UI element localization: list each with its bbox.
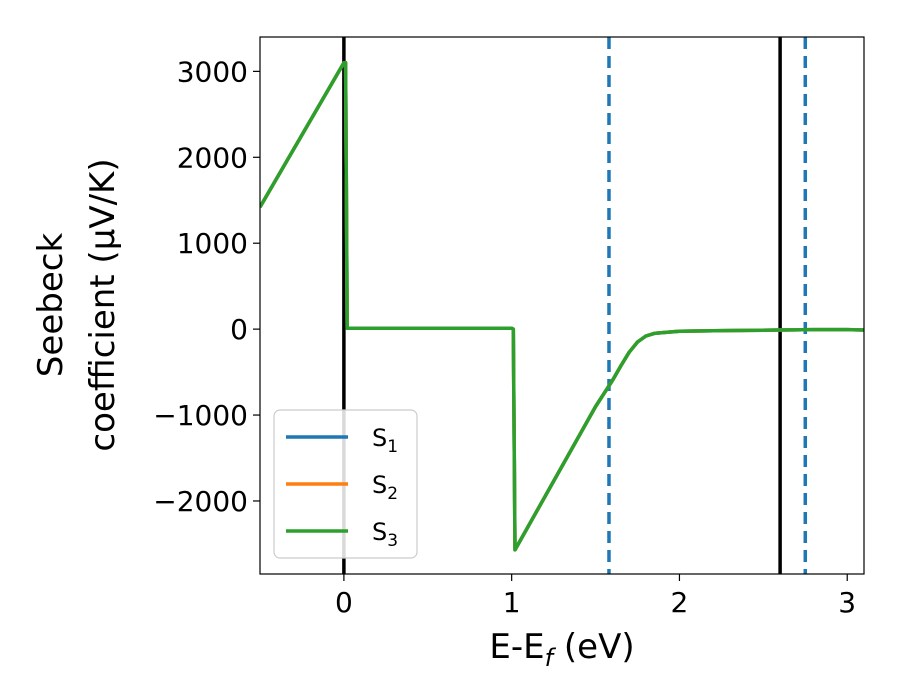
x-tick-label: 2: [671, 586, 689, 619]
y-tick-label: 0: [230, 313, 248, 346]
y-tick-label: 2000: [177, 141, 248, 174]
plot-frame: [259, 36, 865, 575]
y-axis-label-line2: coefficient (μV/K): [83, 158, 123, 451]
y-tick-label: 1000: [177, 227, 248, 260]
legend: S1 S2 S3: [273, 409, 418, 559]
y-tick-label: −2000: [153, 485, 248, 518]
x-tick-label: 0: [335, 586, 353, 619]
x-tick-label: 1: [503, 586, 521, 619]
x-axis-label-base: E-E: [489, 627, 544, 667]
series-lines: [260, 61, 864, 552]
y-tick-label: 3000: [177, 55, 248, 88]
x-tick-label: 3: [838, 586, 856, 619]
series-line-s3: [260, 61, 864, 552]
y-tick-label: −1000: [153, 399, 248, 432]
y-axis-label: Seebeck coefficient (μV/K): [31, 158, 123, 451]
y-axis-ticks: −2000 −1000 0 1000 2000 3000: [153, 55, 260, 518]
x-axis-label: E-Ef (eV): [489, 627, 634, 672]
legend-label-s1: S1: [372, 424, 398, 457]
x-axis-label-rest: (eV): [553, 627, 635, 667]
y-axis-label-line1: Seebeck: [31, 233, 71, 378]
legend-label-s3: S3: [372, 518, 398, 551]
x-axis-ticks: 0 1 2 3: [335, 574, 856, 619]
legend-label-s2: S2: [372, 471, 398, 504]
